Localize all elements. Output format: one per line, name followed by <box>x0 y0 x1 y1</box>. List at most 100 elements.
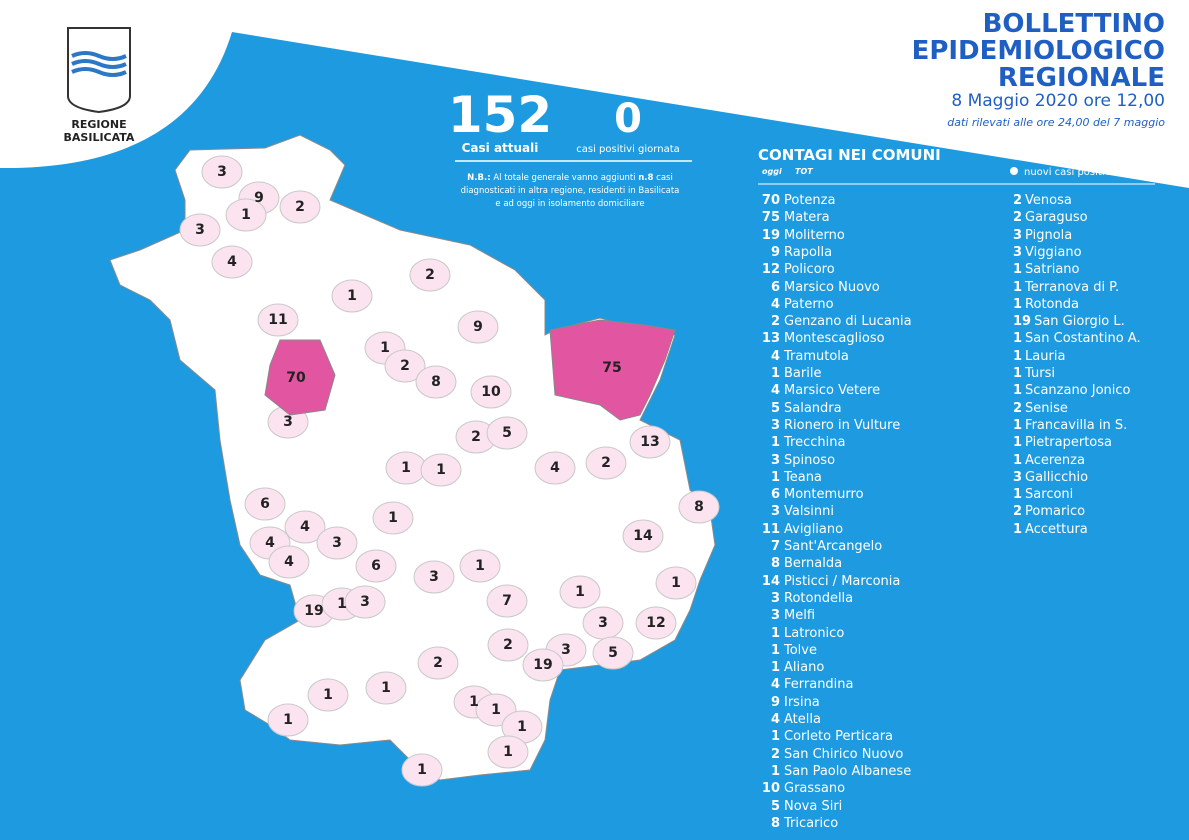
list-item: 2 Genzano di Lucania <box>748 313 912 330</box>
count: 1 <box>1013 417 1023 433</box>
municipality: Corleto Perticara <box>784 729 894 745</box>
municipality: Pisticci / Marconia <box>784 573 901 589</box>
count: 8 <box>770 815 780 831</box>
logo: REGIONE BASILICATA <box>64 27 135 144</box>
list-item: 2 Pomarico <box>1013 503 1085 520</box>
count: 1 <box>770 435 780 451</box>
list-item: 4 Ferrandina <box>748 676 854 693</box>
count: 1 <box>1013 435 1023 451</box>
list-item: 4 Paterno <box>748 296 834 313</box>
count: 2 <box>1013 193 1023 208</box>
municipality-area <box>331 279 373 313</box>
municipality-area <box>585 446 627 480</box>
municipality: Melfi <box>784 608 816 624</box>
count: 1 <box>770 469 780 485</box>
municipality: Genzano di Lucania <box>784 314 912 330</box>
municipality: Teana <box>784 469 822 485</box>
list-item: 2 Senise <box>1013 400 1068 417</box>
count: 19 <box>761 227 780 243</box>
list-item: 1 Scanzano Jonico <box>1013 382 1131 399</box>
municipality-area <box>522 648 564 682</box>
logo-text: REGIONE <box>71 118 126 131</box>
list-item: 1 San Costantino A. <box>1013 330 1141 347</box>
map-label: 1 <box>491 702 501 718</box>
stats: 152 Casi attuali 0 casi positivi giornat… <box>448 86 692 209</box>
map-label: 8 <box>431 374 441 390</box>
municipality: Montemurro <box>784 487 864 503</box>
count: 1 <box>1013 366 1023 381</box>
map-label: 9 <box>254 190 264 206</box>
municipality: Irsina <box>784 694 820 710</box>
note-text: Al totale generale vanno aggiunti <box>493 173 635 183</box>
list-header: CONTAGI NEI COMUNI oggi TOT nuovi casi p… <box>758 146 1155 185</box>
list-item: 1 Tolve <box>748 642 817 659</box>
map-label: 1 <box>575 584 585 600</box>
map-label: 1 <box>323 687 333 703</box>
count: 6 <box>770 279 780 295</box>
count: 4 <box>770 677 780 693</box>
current-label: Casi attuali <box>462 141 539 155</box>
municipality: Atella <box>784 712 821 727</box>
municipality: Pomarico <box>1025 504 1086 520</box>
municipality: Acerenza <box>1025 452 1085 468</box>
list-item: 1 Terranova di P. <box>1013 279 1119 296</box>
municipality-area <box>678 490 720 524</box>
municipality: San Chirico Nuovo <box>784 746 904 762</box>
list-item: 1 Corleto Perticara <box>748 728 893 745</box>
list-item: 19 San Giorgio L. <box>1013 313 1125 330</box>
map-label: 5 <box>608 645 618 661</box>
list-item: 19 Moliterno <box>748 227 845 244</box>
municipality: Francavilla in S. <box>1025 417 1128 433</box>
count: 4 <box>770 712 780 727</box>
count: 8 <box>770 556 780 572</box>
count: 4 <box>770 296 780 312</box>
map-label: 1 <box>381 680 391 696</box>
municipality-area <box>179 213 221 247</box>
list-title: CONTAGI NEI COMUNI <box>758 146 941 164</box>
municipality: Valsinni <box>784 504 834 520</box>
count: 19 <box>1013 314 1032 330</box>
col-tot: TOT <box>795 167 813 176</box>
count: 9 <box>770 244 780 260</box>
list-item: 3 Viggiano <box>1013 244 1082 261</box>
map-label: 1 <box>283 712 293 728</box>
list-item: 4 Atella <box>748 711 821 728</box>
municipality-area <box>257 303 299 337</box>
municipality: Paterno <box>784 296 834 312</box>
count: 3 <box>770 452 780 468</box>
note: N.B.: Al totale generale vanno aggiunti … <box>467 173 673 183</box>
municipality-area <box>487 735 529 769</box>
col-oggi: oggi <box>762 167 782 176</box>
list-item: 1 San Paolo Albanese <box>748 763 911 780</box>
list-item: 1 Sarconi <box>1013 486 1073 503</box>
map-label: 3 <box>429 569 439 585</box>
municipality: Rapolla <box>784 244 833 260</box>
municipality: Tramutola <box>784 348 849 364</box>
map-label: 1 <box>337 596 347 612</box>
municipality-area <box>384 349 426 383</box>
list-item: 1 Teana <box>748 469 822 486</box>
list-item: 1 Satriano <box>1013 261 1079 278</box>
municipality: Tolve <box>784 642 817 658</box>
count: 14 <box>761 573 780 589</box>
map-label: 4 <box>550 460 560 476</box>
map-label: 13 <box>640 434 659 450</box>
municipality: Sant'Arcangelo <box>784 539 883 554</box>
count: 6 <box>770 487 780 503</box>
count: 1 <box>770 660 780 676</box>
list-item: 1 Lauria <box>1013 348 1065 365</box>
list-item: 1 Tursi <box>1013 365 1055 382</box>
map-label: 8 <box>694 499 704 515</box>
list-item: 2 Venosa <box>1013 192 1072 209</box>
list-item: 3 Rotondella <box>748 590 853 607</box>
municipality-area <box>559 575 601 609</box>
municipality-area <box>413 560 455 594</box>
municipality: Barile <box>784 366 822 381</box>
count: 3 <box>770 417 780 433</box>
municipality: Montescaglioso <box>784 331 885 347</box>
list-item: 6 Montemurro <box>748 486 864 503</box>
count: 1 <box>1013 521 1023 537</box>
map-label: 3 <box>332 535 342 551</box>
